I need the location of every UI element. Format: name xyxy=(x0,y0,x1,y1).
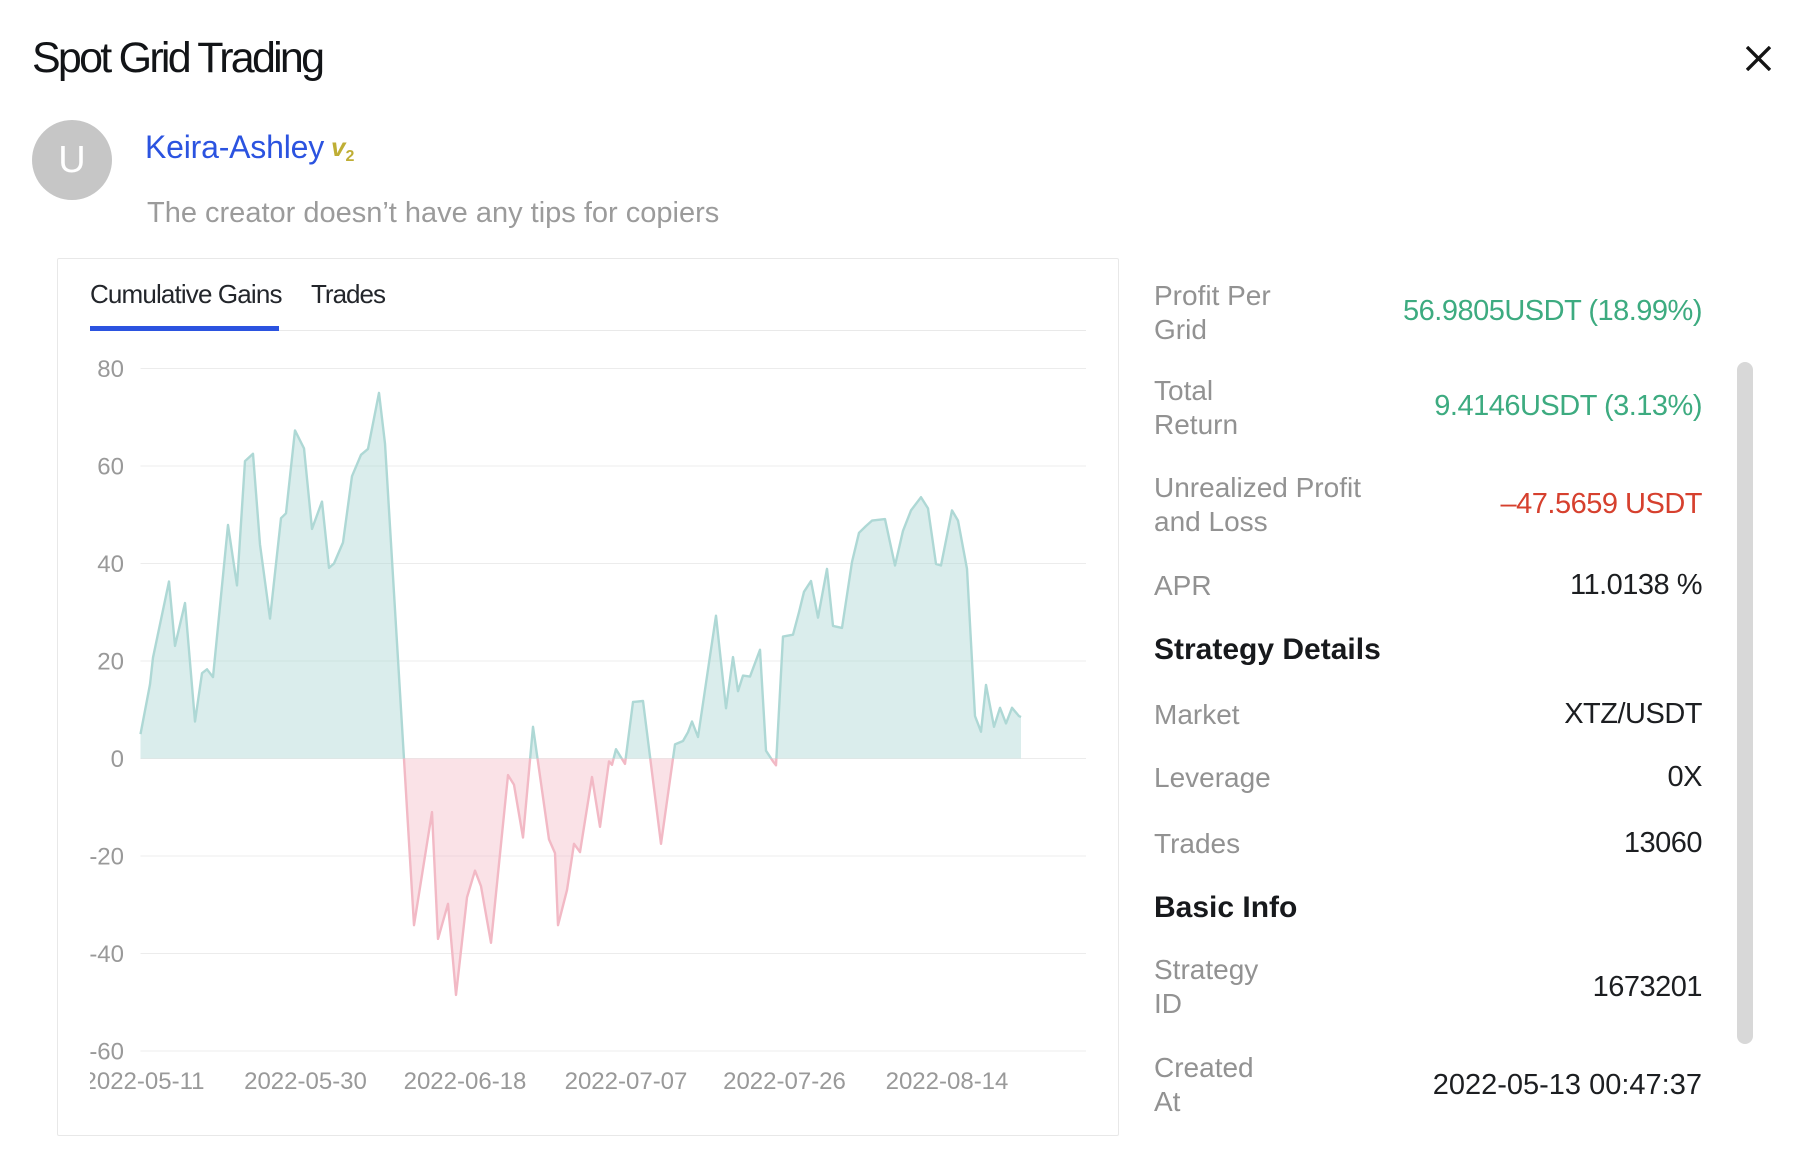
svg-text:2022-05-11: 2022-05-11 xyxy=(84,1068,205,1095)
svg-text:2022-08-14: 2022-08-14 xyxy=(886,1068,1009,1095)
svg-text:40: 40 xyxy=(97,551,124,578)
svg-text:80: 80 xyxy=(97,356,124,383)
svg-text:60: 60 xyxy=(97,454,124,481)
svg-text:20: 20 xyxy=(97,649,124,676)
svg-text:2022-07-07: 2022-07-07 xyxy=(565,1068,688,1095)
svg-text:-20: -20 xyxy=(89,844,124,871)
svg-text:2022-06-18: 2022-06-18 xyxy=(404,1068,527,1095)
svg-text:-60: -60 xyxy=(89,1039,124,1066)
svg-text:0: 0 xyxy=(111,746,124,773)
svg-text:2022-05-30: 2022-05-30 xyxy=(244,1068,367,1095)
svg-text:2022-07-26: 2022-07-26 xyxy=(723,1068,846,1095)
svg-text:-40: -40 xyxy=(89,941,124,968)
